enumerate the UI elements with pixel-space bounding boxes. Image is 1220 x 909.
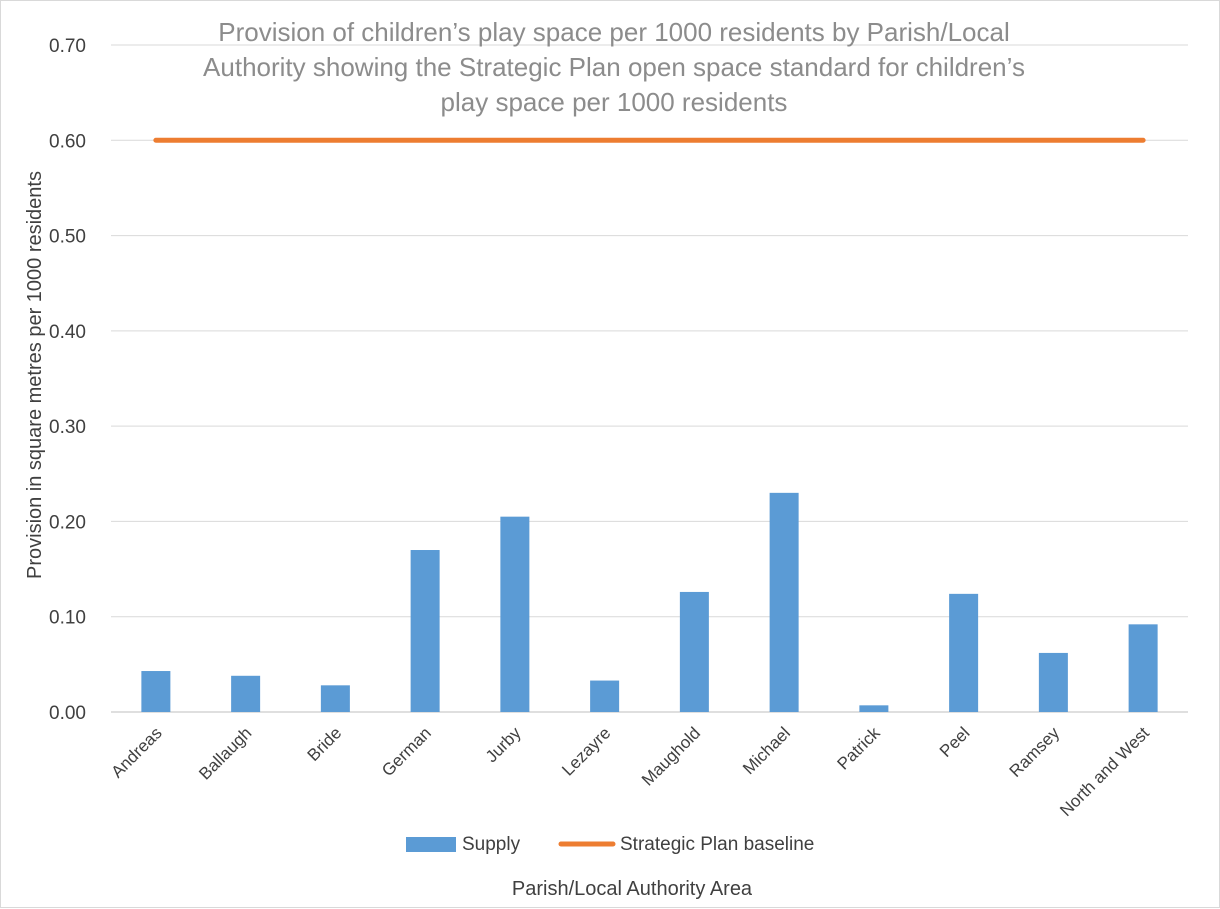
y-tick-label: 0.60 [49, 131, 86, 152]
y-axis-ticks: 0.00 0.10 0.20 0.30 0.40 0.50 0.60 0.70 [49, 36, 86, 724]
chart-title-line: Provision of children’s play space per 1… [218, 17, 1010, 47]
y-tick-label: 0.70 [49, 36, 86, 57]
bar-supply [949, 593, 979, 712]
y-tick-label: 0.40 [49, 322, 86, 343]
x-category-label: Maughold [638, 723, 704, 789]
y-tick-label: 0.00 [49, 703, 86, 724]
bar-supply [590, 680, 620, 712]
x-category-label: Andreas [107, 723, 165, 781]
x-category-label: Lezayre [558, 723, 614, 779]
bar-supply [410, 550, 440, 712]
y-tick-label: 0.50 [49, 227, 86, 248]
x-category-label: Jurby [482, 723, 525, 766]
y-axis-title: Provision in square metres per 1000 resi… [24, 171, 46, 579]
chart-title-line: play space per 1000 residents [441, 87, 788, 117]
legend-baseline-label: Strategic Plan baseline [620, 834, 814, 855]
x-category-label: Bride [304, 723, 345, 764]
legend: Supply Strategic Plan baseline [406, 834, 814, 855]
x-category-label: North and West [1056, 723, 1153, 820]
x-category-label: German [378, 723, 435, 780]
bar-supply [1038, 652, 1068, 712]
bar-supply [141, 671, 171, 712]
x-axis-title: Parish/Local Authority Area [512, 878, 753, 900]
chart-title-line: Authority showing the Strategic Plan ope… [203, 52, 1025, 82]
chart-title: Provision of children’s play space per 1… [203, 17, 1025, 117]
x-category-label: Michael [739, 723, 794, 778]
x-axis-categories: Andreas Ballaugh Bride German Jurby Lezayre Ma… [107, 723, 1153, 820]
legend-supply-swatch [406, 837, 456, 852]
bar-supply [859, 705, 889, 712]
supply-bars [141, 492, 1158, 712]
bar-supply [679, 591, 709, 712]
x-category-label: Peel [936, 723, 973, 760]
legend-supply-label: Supply [462, 834, 521, 855]
y-tick-label: 0.10 [49, 608, 86, 629]
bar-supply [500, 516, 530, 712]
x-category-label: Patrick [834, 723, 885, 774]
bar-supply [1128, 624, 1158, 712]
gridlines [111, 44, 1188, 713]
x-category-label: Ramsey [1006, 723, 1064, 781]
y-tick-label: 0.20 [49, 512, 86, 533]
bar-supply [231, 675, 261, 712]
y-tick-label: 0.30 [49, 417, 86, 438]
x-category-label: Ballaugh [195, 723, 255, 783]
bar-supply [769, 492, 799, 712]
bar-supply [320, 685, 350, 712]
